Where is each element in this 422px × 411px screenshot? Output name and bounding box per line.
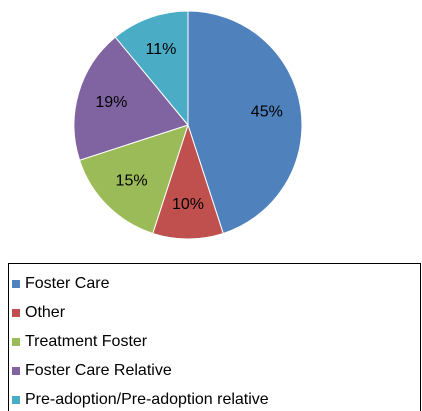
data-label: 15% [116,173,148,190]
pie-slice [152,123,224,240]
pie-slice [114,10,189,127]
legend-label: Treatment Foster [25,333,148,350]
data-label: 10% [172,196,204,213]
legend-label: Other [25,304,66,321]
data-label: 45% [251,104,283,121]
legend-label: Foster Care Relative [25,362,172,379]
data-label: 11% [146,41,177,58]
legend-label: Pre-adoption/Pre-adoption relative [25,391,269,408]
pie-slice [187,10,303,235]
legend-swatch [12,396,20,404]
legend-swatch [12,367,20,375]
legend-swatch [12,309,20,317]
pie-slice [78,124,189,235]
data-label: 19% [95,94,127,111]
legend-box [8,263,421,411]
pie-slice [73,36,189,161]
legend-swatch [12,280,20,288]
legend-label: Foster Care [25,275,110,292]
legend-swatch [12,338,20,346]
